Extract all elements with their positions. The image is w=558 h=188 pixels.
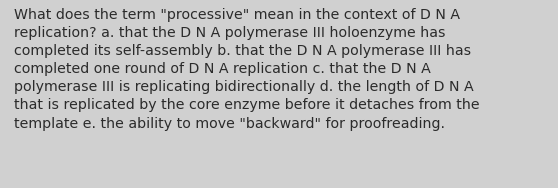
Text: What does the term "processive" mean in the context of D N A
replication? a. tha: What does the term "processive" mean in …	[14, 8, 479, 131]
